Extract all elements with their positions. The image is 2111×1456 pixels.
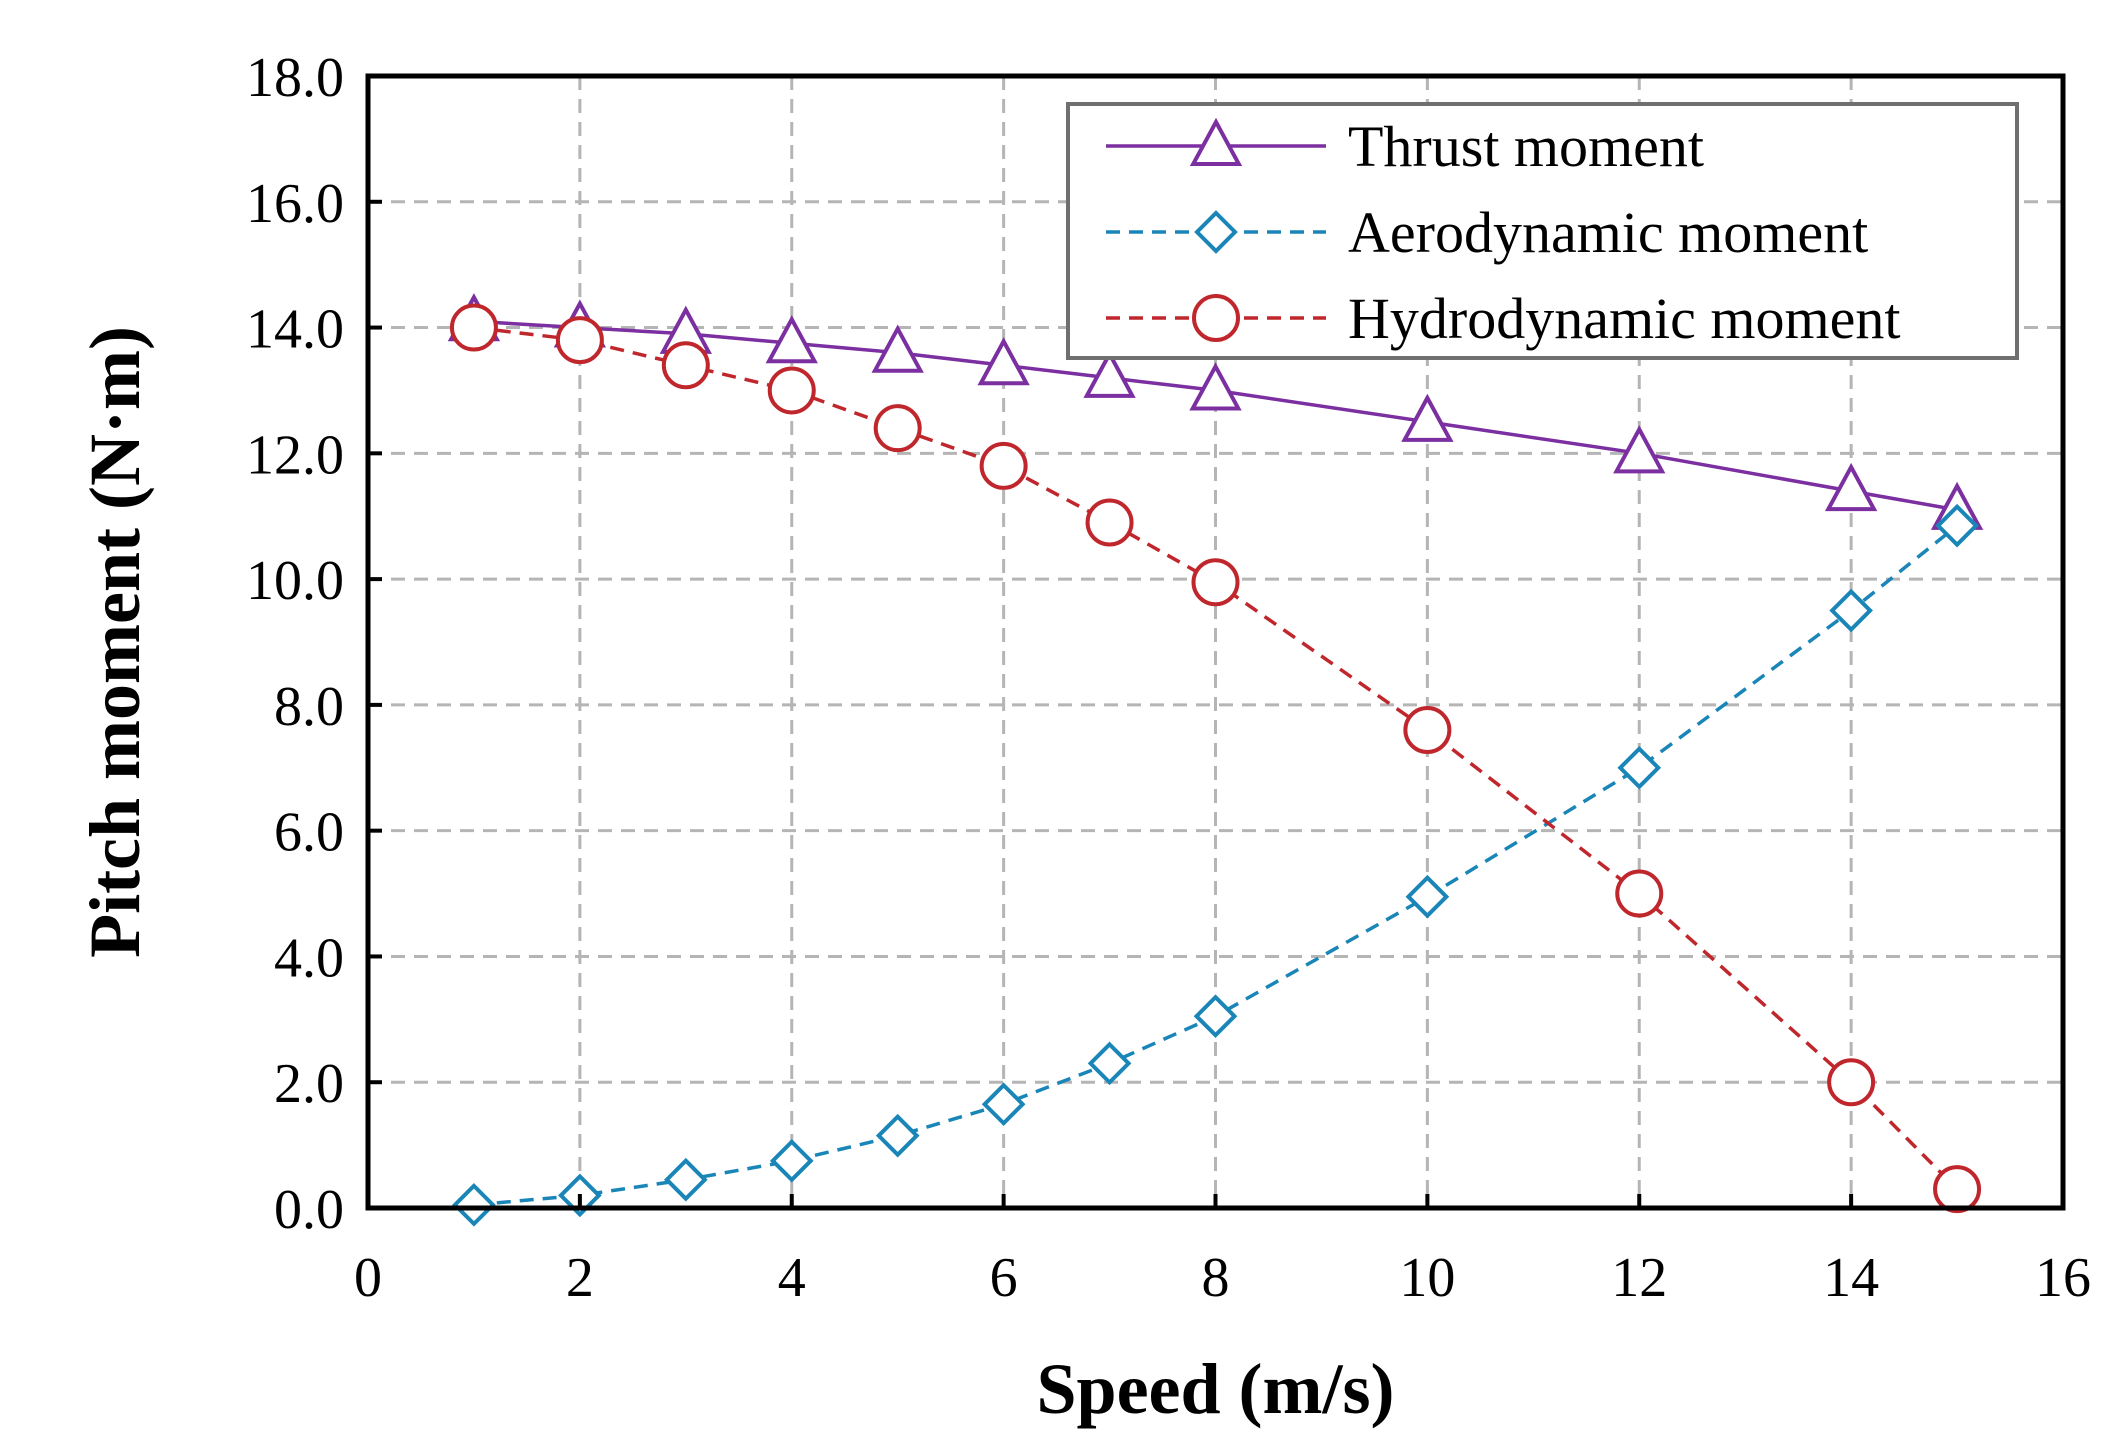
y-tick-label: 14.0 (246, 299, 344, 361)
data-point (1189, 362, 1242, 411)
data-point (1193, 994, 1238, 1039)
y-tick-label: 10.0 (246, 550, 344, 612)
y-tick-label: 0.0 (274, 1179, 344, 1241)
data-point (1935, 503, 1979, 548)
x-tick-label: 12 (1611, 1247, 1667, 1309)
x-tick-label: 0 (354, 1247, 382, 1309)
data-point (1401, 393, 1454, 442)
legend-label: Hydrodynamic moment (1348, 286, 1901, 351)
data-point (1087, 1041, 1132, 1086)
x-tick-label: 2 (566, 1247, 594, 1309)
data-point (661, 341, 710, 390)
data-point (1617, 745, 1662, 790)
legend-marker (1194, 210, 1238, 254)
data-point (979, 441, 1028, 490)
x-tick-label: 6 (990, 1247, 1018, 1309)
data-point (1191, 558, 1240, 607)
data-point (1933, 1165, 1982, 1214)
data-point (452, 1183, 496, 1227)
data-point (1829, 588, 1873, 633)
series-hydrodynamic-moment (449, 303, 1982, 1214)
data-point (1824, 462, 1878, 512)
series-aerodynamic-moment (452, 503, 1979, 1227)
y-axis-title: Pitch moment (N·m) (75, 326, 155, 958)
data-point (1083, 349, 1136, 398)
y-tick-label: 18.0 (246, 47, 344, 109)
data-point (1613, 425, 1666, 474)
y-tick-label: 2.0 (274, 1053, 344, 1115)
data-point (1085, 498, 1134, 547)
tick-labels: 0 2 4 6 8 10 12 14 16 0.0 2.0 4.0 6.0 8.0 10.0 12.0 14.0… (246, 47, 2091, 1309)
x-axis-title: Speed (m/s) (1037, 1349, 1395, 1429)
data-point (1827, 1058, 1876, 1107)
data-point (1615, 869, 1664, 918)
legend-marker (1192, 294, 1240, 342)
data-point (1403, 706, 1452, 755)
y-tick-label: 4.0 (274, 927, 344, 989)
legend-label: Aerodynamic moment (1348, 200, 1868, 265)
data-point (769, 1139, 814, 1183)
data-point (977, 337, 1030, 386)
x-tick-label: 14 (1823, 1247, 1879, 1309)
series (447, 293, 1984, 1227)
data-point (871, 324, 924, 373)
x-tick-label: 10 (1399, 1247, 1455, 1309)
data-point (767, 366, 816, 415)
legend: Thrust moment Aerodynamic moment Hydrodyna… (1066, 102, 2019, 360)
legend-label: Thrust moment (1348, 114, 1704, 179)
series-line (473, 319, 1958, 512)
y-tick-label: 8.0 (274, 676, 344, 738)
x-tick-label: 16 (2035, 1247, 2091, 1309)
data-point (765, 315, 818, 364)
data-point (449, 303, 498, 352)
y-tick-label: 6.0 (274, 802, 344, 864)
data-point (1405, 874, 1450, 919)
data-point (875, 1113, 920, 1158)
x-tick-label: 4 (778, 1247, 806, 1309)
data-point (663, 1157, 708, 1202)
data-point (981, 1082, 1026, 1127)
x-tick-label: 8 (1202, 1247, 1230, 1309)
data-point (555, 316, 604, 365)
data-point (873, 404, 922, 453)
y-tick-label: 16.0 (246, 173, 344, 235)
legend-marker (1189, 117, 1243, 166)
y-tick-label: 12.0 (246, 424, 344, 486)
